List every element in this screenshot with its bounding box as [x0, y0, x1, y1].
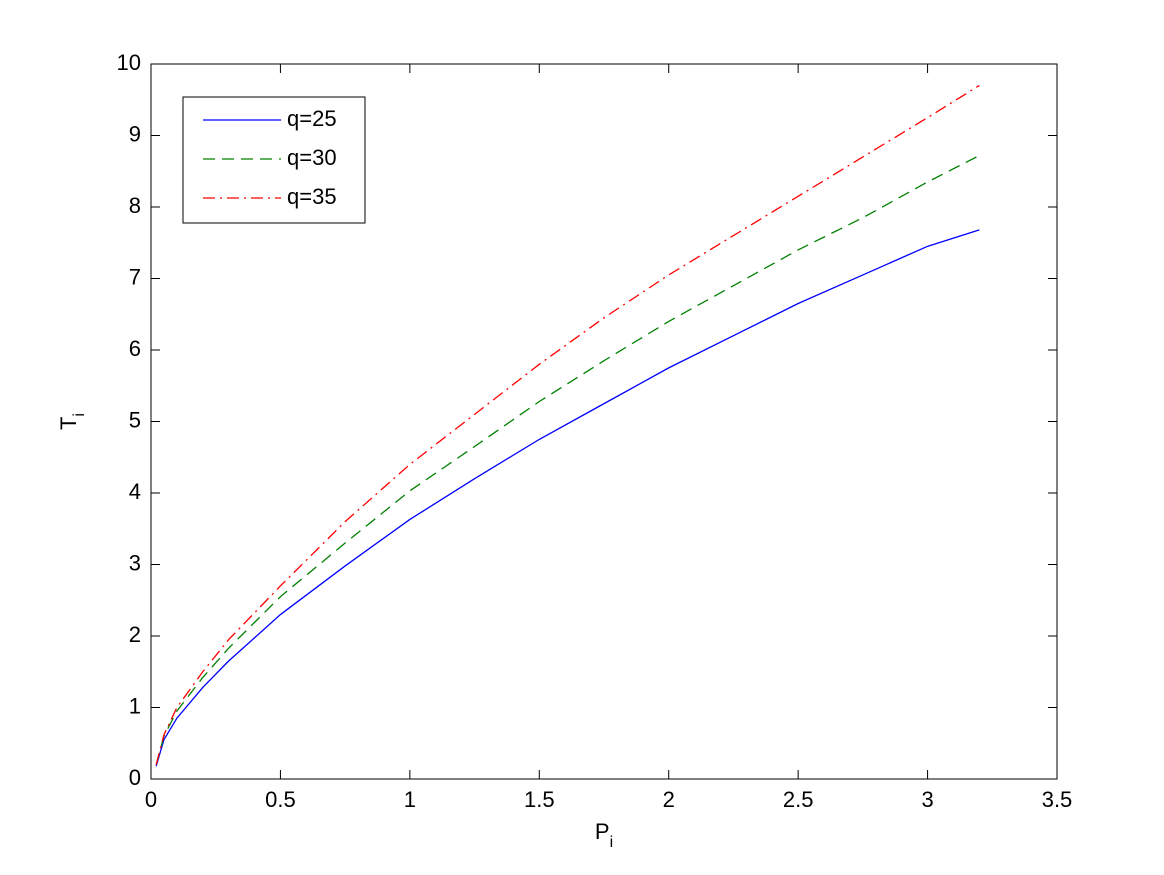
legend-label: q=30 [287, 145, 337, 170]
y-axis-label-text: T [56, 417, 81, 430]
y-tick-label: 1 [129, 693, 141, 718]
series-line [155, 229, 980, 767]
y-axis-label: Ti [56, 413, 88, 430]
series-line [155, 84, 980, 765]
x-axis-label-text: P [595, 819, 610, 844]
y-tick-label: 5 [129, 407, 141, 432]
y-tick-label: 9 [129, 121, 141, 146]
x-tick-label: 3 [921, 787, 933, 812]
y-tick-label: 7 [129, 264, 141, 289]
y-tick-label: 10 [117, 50, 141, 75]
x-tick-label: 2 [663, 787, 675, 812]
legend-label: q=35 [287, 184, 337, 209]
x-axis-label-sub: i [610, 834, 614, 851]
y-tick-label: 2 [129, 622, 141, 647]
x-tick-label: 0.5 [265, 787, 296, 812]
x-tick-label: 1 [404, 787, 416, 812]
y-tick-label: 0 [129, 765, 141, 790]
y-tick-label: 6 [129, 336, 141, 361]
y-tick-label: 4 [129, 479, 141, 504]
y-tick-label: 3 [129, 550, 141, 575]
legend-label: q=25 [287, 106, 337, 131]
y-tick-label: 8 [129, 193, 141, 218]
y-axis-label-sub: i [71, 413, 88, 417]
x-tick-label: 2.5 [783, 787, 814, 812]
x-tick-label: 1.5 [524, 787, 555, 812]
series-line [155, 154, 980, 765]
legend-box [182, 96, 366, 224]
x-tick-label: 3.5 [1042, 787, 1073, 812]
x-axis-label: Pi [595, 819, 613, 851]
x-tick-label: 0 [145, 787, 157, 812]
